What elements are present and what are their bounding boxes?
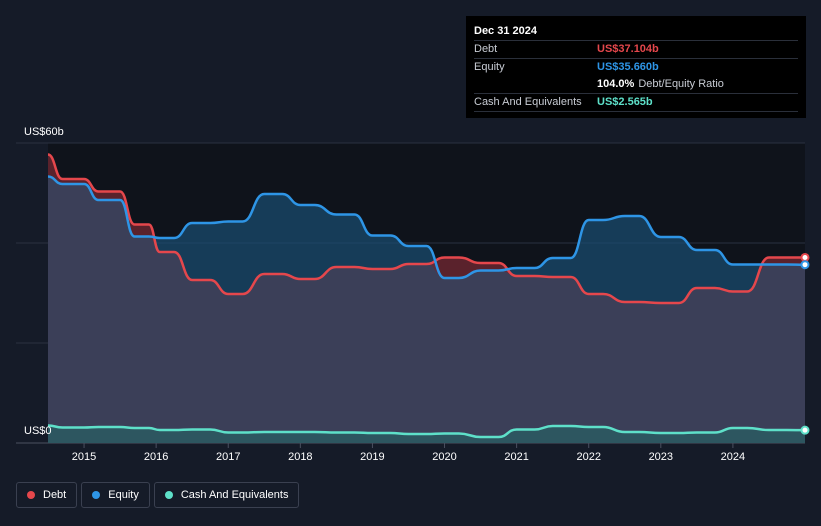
endpoint-equity	[800, 260, 810, 270]
legend-dot-cash	[164, 491, 173, 499]
tooltip-value-equity: US$35.660b	[597, 61, 659, 73]
legend-dot-equity	[92, 491, 101, 499]
series-lines	[47, 153, 806, 439]
x-tick-label: 2016	[144, 451, 168, 463]
tooltip-label-ratio	[474, 76, 597, 93]
tooltip-value-ratio: 104.0%	[597, 78, 635, 90]
tooltip-row-debt: Debt US$37.104b	[474, 40, 798, 58]
chart-legend: Debt Equity Cash And Equivalents	[16, 482, 300, 508]
x-tick-label: 2024	[721, 451, 745, 463]
y-axis-top-label: US$60b	[24, 126, 64, 138]
x-tick-label: 2018	[288, 451, 312, 463]
x-tick-label: 2019	[360, 451, 384, 463]
legend-label-debt: Debt	[43, 489, 67, 501]
x-tick-label: 2023	[649, 451, 673, 463]
tooltip-date: Dec 31 2024	[474, 25, 537, 37]
series-areas	[48, 154, 805, 443]
series-endpoints	[800, 252, 810, 435]
x-axis-ticks: 2015 2016 2017 2018 2019 2020 2021 2022 2023 2024	[72, 443, 745, 463]
endpoint-cash-and-equivalents	[800, 425, 810, 435]
legend-item-debt[interactable]: Debt	[16, 482, 78, 508]
x-tick-label: 2017	[216, 451, 240, 463]
tooltip-value-cash: US$2.565b	[597, 96, 653, 108]
tooltip-panel: Dec 31 2024 Debt US$37.104b Equity US$35…	[466, 16, 806, 118]
legend-dot-debt	[27, 491, 35, 499]
x-tick-label: 2022	[576, 451, 600, 463]
x-tick-label: 2015	[72, 451, 96, 463]
series-line-cash-and-equivalents	[47, 424, 806, 439]
legend-item-equity[interactable]: Equity	[81, 482, 150, 508]
tooltip-label-equity: Equity	[474, 61, 505, 73]
y-axis-bottom-label: US$0	[24, 425, 52, 437]
series-line-debt	[47, 153, 806, 305]
tooltip-row-cash: Cash And Equivalents US$2.565b	[474, 93, 798, 112]
x-tick-label: 2020	[432, 451, 456, 463]
tooltip-label-cash: Cash And Equivalents	[474, 96, 582, 108]
legend-item-cash[interactable]: Cash And Equivalents	[153, 482, 300, 508]
tooltip-row-ratio: 104.0% Debt/Equity Ratio	[474, 76, 798, 93]
x-tick-label: 2021	[504, 451, 528, 463]
endpoint-debt	[800, 252, 810, 262]
legend-label-equity: Equity	[108, 489, 139, 501]
legend-label-cash: Cash And Equivalents	[180, 489, 289, 501]
tooltip-row-equity: Equity US$35.660b	[474, 58, 798, 76]
series-line-equity	[47, 175, 806, 280]
tooltip-ratio-suffix: Debt/Equity Ratio	[638, 78, 724, 90]
tooltip-value-debt: US$37.104b	[597, 43, 659, 55]
overlap-area	[48, 176, 805, 443]
tooltip-label-debt: Debt	[474, 43, 498, 55]
